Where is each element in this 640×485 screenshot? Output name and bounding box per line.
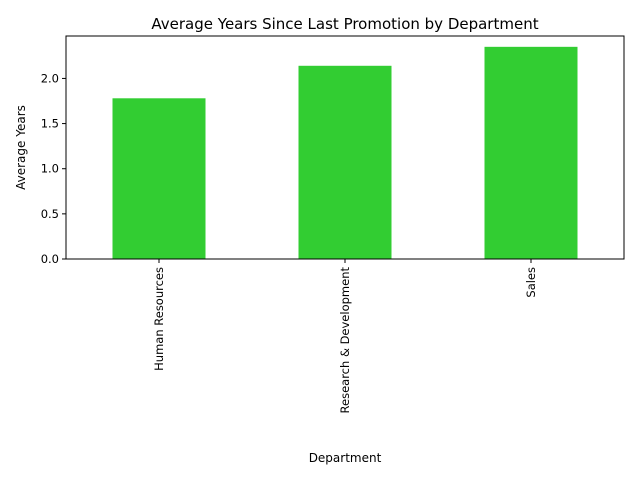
x-axis: Human Resources Research & Development Sal… [152, 259, 538, 413]
x-tick-label-0: Human Resources [152, 267, 166, 371]
bar-1 [298, 65, 392, 260]
bar-0 [112, 98, 206, 259]
x-tick-label-2: Sales [524, 267, 538, 298]
y-tick-label-3: 1.5 [41, 117, 59, 131]
y-axis-label: Average Years [14, 105, 28, 190]
bar-2 [484, 46, 578, 259]
y-tick-label-0: 0.0 [41, 252, 59, 266]
bars-group [112, 46, 578, 260]
y-tick-label-1: 0.5 [41, 207, 59, 221]
y-axis: 0.0 0.5 1.0 1.5 2.0 [41, 71, 66, 266]
y-tick-label-2: 1.0 [41, 162, 59, 176]
plot-frame [65, 35, 625, 260]
x-axis-label: Department [309, 451, 382, 465]
y-tick-label-4: 2.0 [41, 71, 59, 85]
chart-title: Average Years Since Last Promotion by De… [151, 15, 538, 33]
x-tick-label-1: Research & Development [338, 267, 352, 414]
